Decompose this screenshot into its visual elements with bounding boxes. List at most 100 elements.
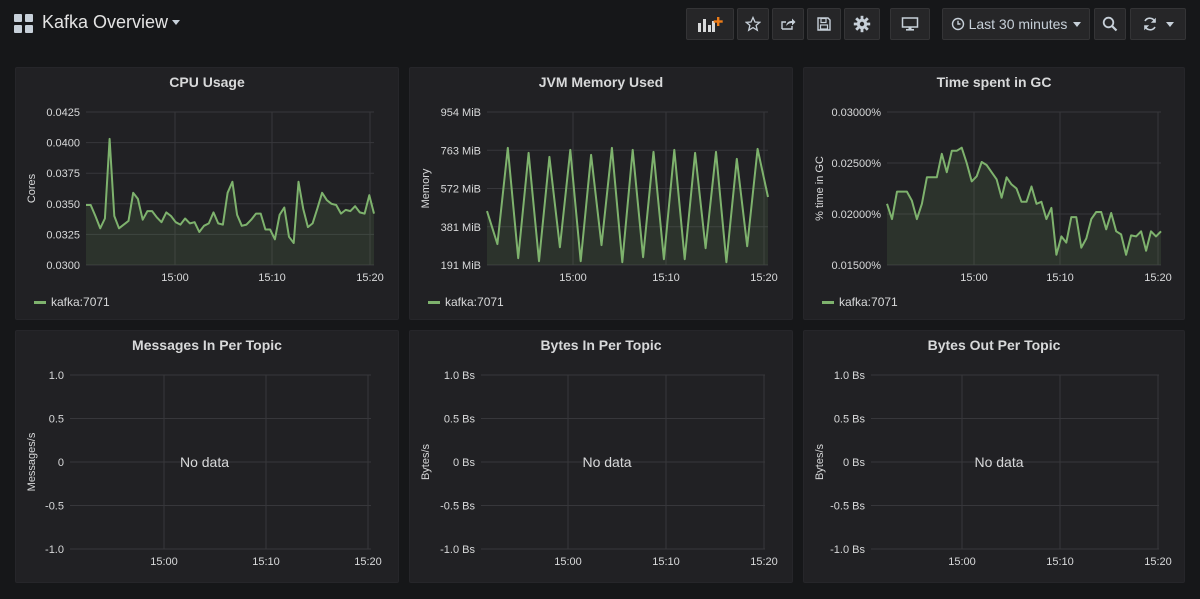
time-range-picker[interactable]: Last 30 minutes [942,8,1090,40]
y-tick-label: -0.5 [45,501,64,513]
no-data-message: No data [180,454,229,470]
x-tick-label: 15:20 [1144,272,1172,284]
y-tick-label: -0.5 Bs [440,501,475,513]
zoom-out-icon [1102,16,1118,32]
x-tick-label: 15:10 [652,556,680,568]
tv-mode-icon [901,17,919,31]
panel-time-spent-in-gc[interactable]: Time spent in GC 0.03000% 0.02500% 0.02000… [803,67,1185,320]
legend: kafka:7071 [822,295,898,309]
clock-icon [951,17,964,31]
refresh-button[interactable] [1130,8,1186,40]
legend: kafka:7071 [428,295,504,309]
panel-title[interactable]: Messages In Per Topic [132,337,282,353]
panel-jvm-memory-used[interactable]: JVM Memory Used 954 MiB 763 MiB 572 MiB 381… [409,67,793,320]
x-tick-label: 15:00 [960,272,988,284]
y-tick-label: 0.0400 [46,138,80,150]
y-tick-label: 763 MiB [441,145,481,157]
jvm-memory-graph: 954 MiB 763 MiB 572 MiB 381 MiB 191 MiB 15:00… [420,107,778,284]
time-range-label: Last 30 minutes [968,16,1068,32]
y-tick-label: 1.0 [49,370,64,382]
dashboard-grid-icon[interactable] [14,14,34,34]
no-data-message: No data [582,454,631,470]
share-button[interactable] [772,8,804,40]
y-tick-label: 0 Bs [843,457,866,469]
y-tick-label: 191 MiB [441,260,481,272]
series-line-kafka-7071 [486,146,769,264]
refresh-icon [1144,17,1156,31]
gc-time-graph: 0.03000% 0.02500% 0.02000% 0.01500% 15:00 15:… [814,107,1172,284]
y-axis-label: Bytes/s [814,443,826,480]
x-tick-label: 15:20 [356,272,384,284]
add-panel-icon [698,17,723,32]
x-tick-label: 15:20 [1144,556,1172,568]
panel-bytes-in-per-topic[interactable]: Bytes In Per Topic 1.0 Bs 0.5 Bs 0 Bs -0.5 … [409,330,793,583]
panel-messages-in-per-topic[interactable]: Messages In Per Topic 1.0 0.5 0 -0.5 -1.0 15:… [15,330,399,583]
panel-title[interactable]: Bytes In Per Topic [540,337,662,353]
x-tick-label: 15:00 [554,556,582,568]
y-axis-label: Bytes/s [420,443,432,480]
add-panel-button[interactable] [686,8,734,40]
bytes-out-graph: 1.0 Bs 0.5 Bs 0 Bs -0.5 Bs -1.0 Bs 15:00 15:10… [814,370,1172,568]
legend-swatch [34,300,46,304]
y-axis-label: Memory [420,168,432,208]
tv-mode-button[interactable] [890,8,930,40]
legend: kafka:7071 [34,295,110,309]
x-tick-label: 15:10 [1046,556,1074,568]
star-button[interactable] [737,8,769,40]
legend-item[interactable]: kafka:7071 [839,295,898,309]
star-icon [745,16,761,32]
zoom-out-button[interactable] [1094,8,1126,40]
series-line-kafka-7071 [86,137,375,244]
x-tick-label: 15:20 [354,556,382,568]
y-tick-label: 0 [58,457,64,469]
y-tick-label: 0.5 Bs [834,414,866,426]
y-tick-label: 572 MiB [441,184,481,196]
x-tick-label: 15:20 [750,556,778,568]
chevron-down-icon [1166,21,1174,27]
y-tick-label: 0.01500% [831,260,881,272]
panel-cpu-usage[interactable]: CPU Usage 0.0425 0.0400 0.0375 0.0350 0.0325… [15,67,399,320]
x-tick-label: 15:10 [258,272,286,284]
panel-title[interactable]: JVM Memory Used [538,74,664,90]
y-tick-label: 381 MiB [441,222,481,234]
save-button[interactable] [807,8,841,40]
y-tick-label: 0.0425 [46,107,80,119]
x-tick-label: 15:10 [252,556,280,568]
chevron-down-icon[interactable] [172,20,180,25]
top-navbar: Kafka Overview [0,0,1200,48]
no-data-message: No data [974,454,1023,470]
y-tick-label: 954 MiB [441,107,481,119]
y-tick-label: 0.0375 [46,168,80,180]
bytes-in-graph: 1.0 Bs 0.5 Bs 0 Bs -0.5 Bs -1.0 Bs 15:00 15:10… [420,370,778,568]
y-tick-label: -1.0 Bs [830,544,865,556]
y-tick-label: 0.03000% [831,107,881,119]
x-tick-label: 15:10 [652,272,680,284]
x-tick-label: 15:00 [948,556,976,568]
y-tick-label: 0.5 Bs [444,414,476,426]
legend-swatch [822,300,834,304]
chevron-down-icon [1073,21,1082,27]
legend-item[interactable]: kafka:7071 [51,295,110,309]
y-axis-label: Messages/s [26,432,38,491]
dashboard-title[interactable]: Kafka Overview [42,12,169,32]
y-tick-label: 0.02000% [831,209,881,221]
save-icon [817,17,831,31]
y-tick-label: 0.0325 [46,229,80,241]
x-tick-label: 15:10 [1046,272,1074,284]
legend-item[interactable]: kafka:7071 [445,295,504,309]
y-axis-label: % time in GC [814,156,826,221]
share-icon [781,18,796,30]
y-tick-label: 1.0 Bs [834,370,866,382]
panel-title[interactable]: CPU Usage [169,74,245,90]
y-tick-label: 0 Bs [453,457,476,469]
y-axis-label: Cores [26,173,38,203]
panel-title[interactable]: Bytes Out Per Topic [927,337,1061,353]
panel-bytes-out-per-topic[interactable]: Bytes Out Per Topic 1.0 Bs 0.5 Bs 0 Bs -0.5… [803,330,1185,583]
panel-title[interactable]: Time spent in GC [936,74,1052,90]
series-area-kafka-7071 [887,147,1161,265]
series-area-kafka-7071 [86,138,374,265]
y-tick-label: 0.5 [49,414,64,426]
y-tick-label: -0.5 Bs [830,501,865,513]
settings-button[interactable] [844,8,880,40]
legend-swatch [428,300,440,304]
